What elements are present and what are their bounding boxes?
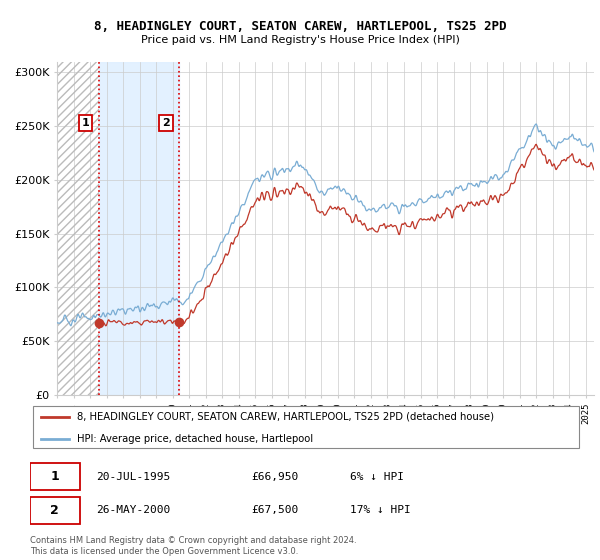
Bar	[99, 62, 179, 395]
Bar	[57, 62, 99, 395]
Text: 8, HEADINGLEY COURT, SEATON CAREW, HARTLEPOOL, TS25 2PD (detached house): 8, HEADINGLEY COURT, SEATON CAREW, HARTL…	[77, 412, 494, 422]
Text: £67,500: £67,500	[251, 505, 298, 515]
Text: 2: 2	[162, 118, 170, 128]
Text: 8, HEADINGLEY COURT, SEATON CAREW, HARTLEPOOL, TS25 2PD: 8, HEADINGLEY COURT, SEATON CAREW, HARTL…	[94, 20, 506, 32]
Text: £66,950: £66,950	[251, 472, 298, 482]
Text: 1: 1	[50, 470, 59, 483]
FancyBboxPatch shape	[30, 463, 80, 490]
Text: Contains HM Land Registry data © Crown copyright and database right 2024.
This d: Contains HM Land Registry data © Crown c…	[30, 536, 356, 556]
FancyBboxPatch shape	[33, 405, 578, 449]
Text: 26-MAY-2000: 26-MAY-2000	[96, 505, 170, 515]
Text: Price paid vs. HM Land Registry's House Price Index (HPI): Price paid vs. HM Land Registry's House …	[140, 35, 460, 45]
Text: 6% ↓ HPI: 6% ↓ HPI	[350, 472, 404, 482]
FancyBboxPatch shape	[30, 497, 80, 524]
Text: 17% ↓ HPI: 17% ↓ HPI	[350, 505, 411, 515]
Text: 1: 1	[82, 118, 89, 128]
Text: HPI: Average price, detached house, Hartlepool: HPI: Average price, detached house, Hart…	[77, 434, 313, 444]
Text: 20-JUL-1995: 20-JUL-1995	[96, 472, 170, 482]
Bar	[57, 62, 99, 395]
Text: 2: 2	[50, 504, 59, 517]
